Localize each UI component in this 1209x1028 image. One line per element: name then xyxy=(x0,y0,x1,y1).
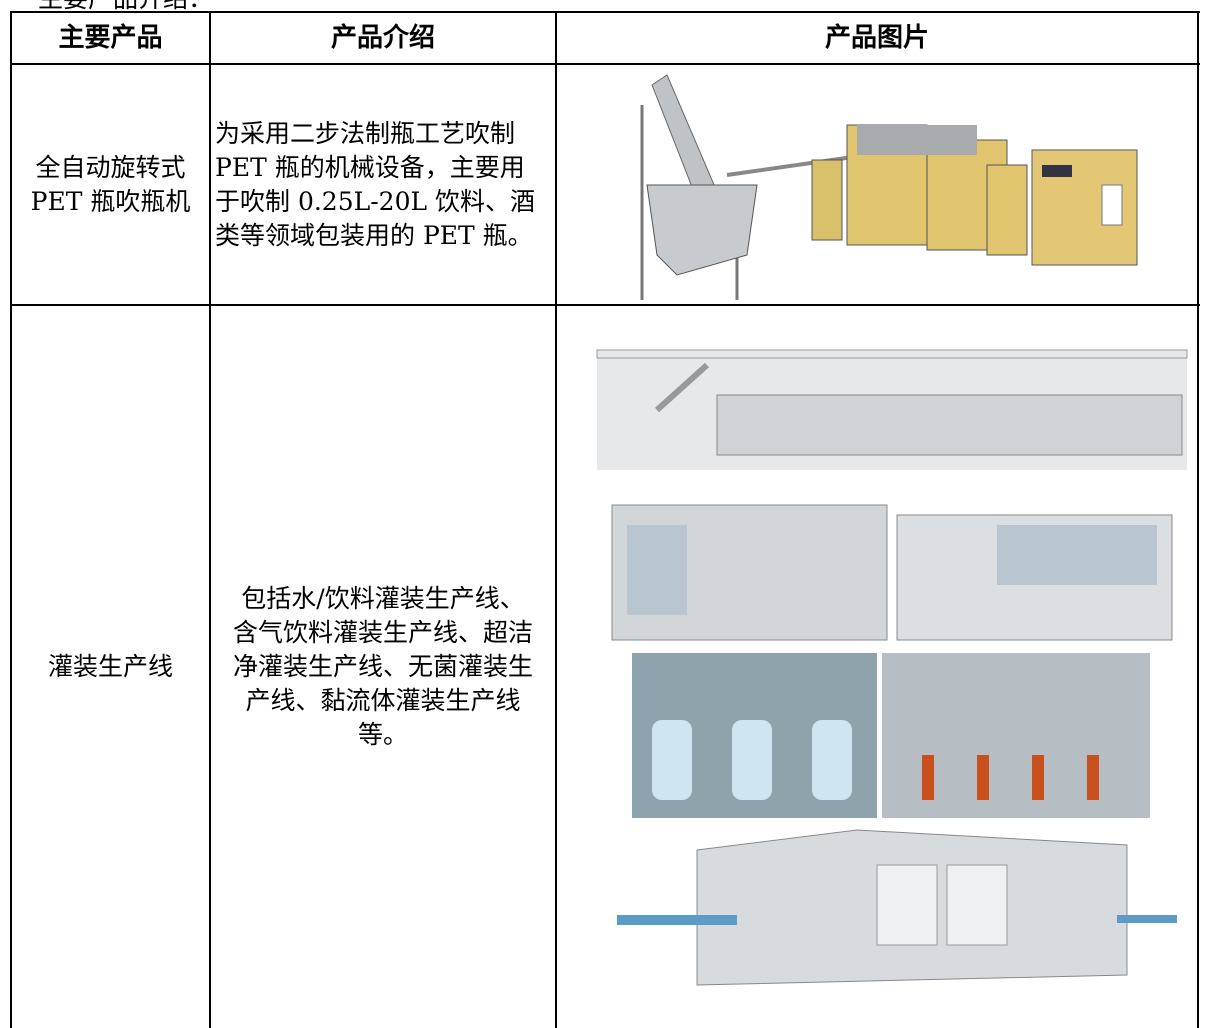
product-images xyxy=(596,74,1188,986)
text-line: 灌装生产线 xyxy=(47,652,173,681)
header-cell: 产品介绍 xyxy=(330,23,435,53)
product-name: 全自动旋转式 PET 瓶吹瓶机 xyxy=(12,65,209,304)
table-border xyxy=(1197,11,1199,1028)
table-border xyxy=(10,63,1200,65)
filling-line-photo xyxy=(596,349,1188,470)
bottle-filling-photo xyxy=(632,653,1150,818)
text-line: PET 瓶吹瓶机 xyxy=(30,186,191,216)
filling-machine-photo xyxy=(611,504,1173,641)
table-border xyxy=(10,304,1200,306)
table-border xyxy=(10,11,12,1028)
header-cell: 产品图片 xyxy=(824,23,929,53)
text-line: 为采用二步法制瓶工艺吹制 xyxy=(215,118,516,148)
table-border xyxy=(10,11,1200,13)
text-line: 含气饮料灌装生产线、超洁 xyxy=(232,618,533,647)
blow-molding-machine-photo xyxy=(640,74,1138,300)
text-line: 类等领域包装用的 PET 瓶。 xyxy=(215,220,533,250)
text-line: 包括水/饮料灌装生产线、 xyxy=(241,584,525,613)
heading: 主要产品介绍： xyxy=(38,0,213,16)
table-border xyxy=(209,11,211,1028)
header-cell: 主要产品 xyxy=(58,23,163,53)
text-line: 全自动旋转式 xyxy=(35,152,186,182)
text-line: 净灌装生产线、无菌灌装生 xyxy=(232,652,533,681)
text-line: 等。 xyxy=(357,720,408,749)
product-description: 为采用二步法制瓶工艺吹制 PET 瓶的机械设备，主要用 于吹制 0.25L-20L … xyxy=(211,65,555,304)
text-line: 产线、黏流体灌装生产线 xyxy=(245,686,521,715)
product-name: 灌装生产线 xyxy=(12,306,209,1028)
aseptic-filling-photo xyxy=(617,829,1177,986)
text-line: 于吹制 0.25L-20L 饮料、酒 xyxy=(215,186,536,216)
table-border xyxy=(555,11,557,1028)
product-description: 包括水/饮料灌装生产线、 含气饮料灌装生产线、超洁 净灌装生产线、无菌灌装生 产线、黏… xyxy=(211,306,555,1028)
text-line: PET 瓶的机械设备，主要用 xyxy=(215,152,525,182)
